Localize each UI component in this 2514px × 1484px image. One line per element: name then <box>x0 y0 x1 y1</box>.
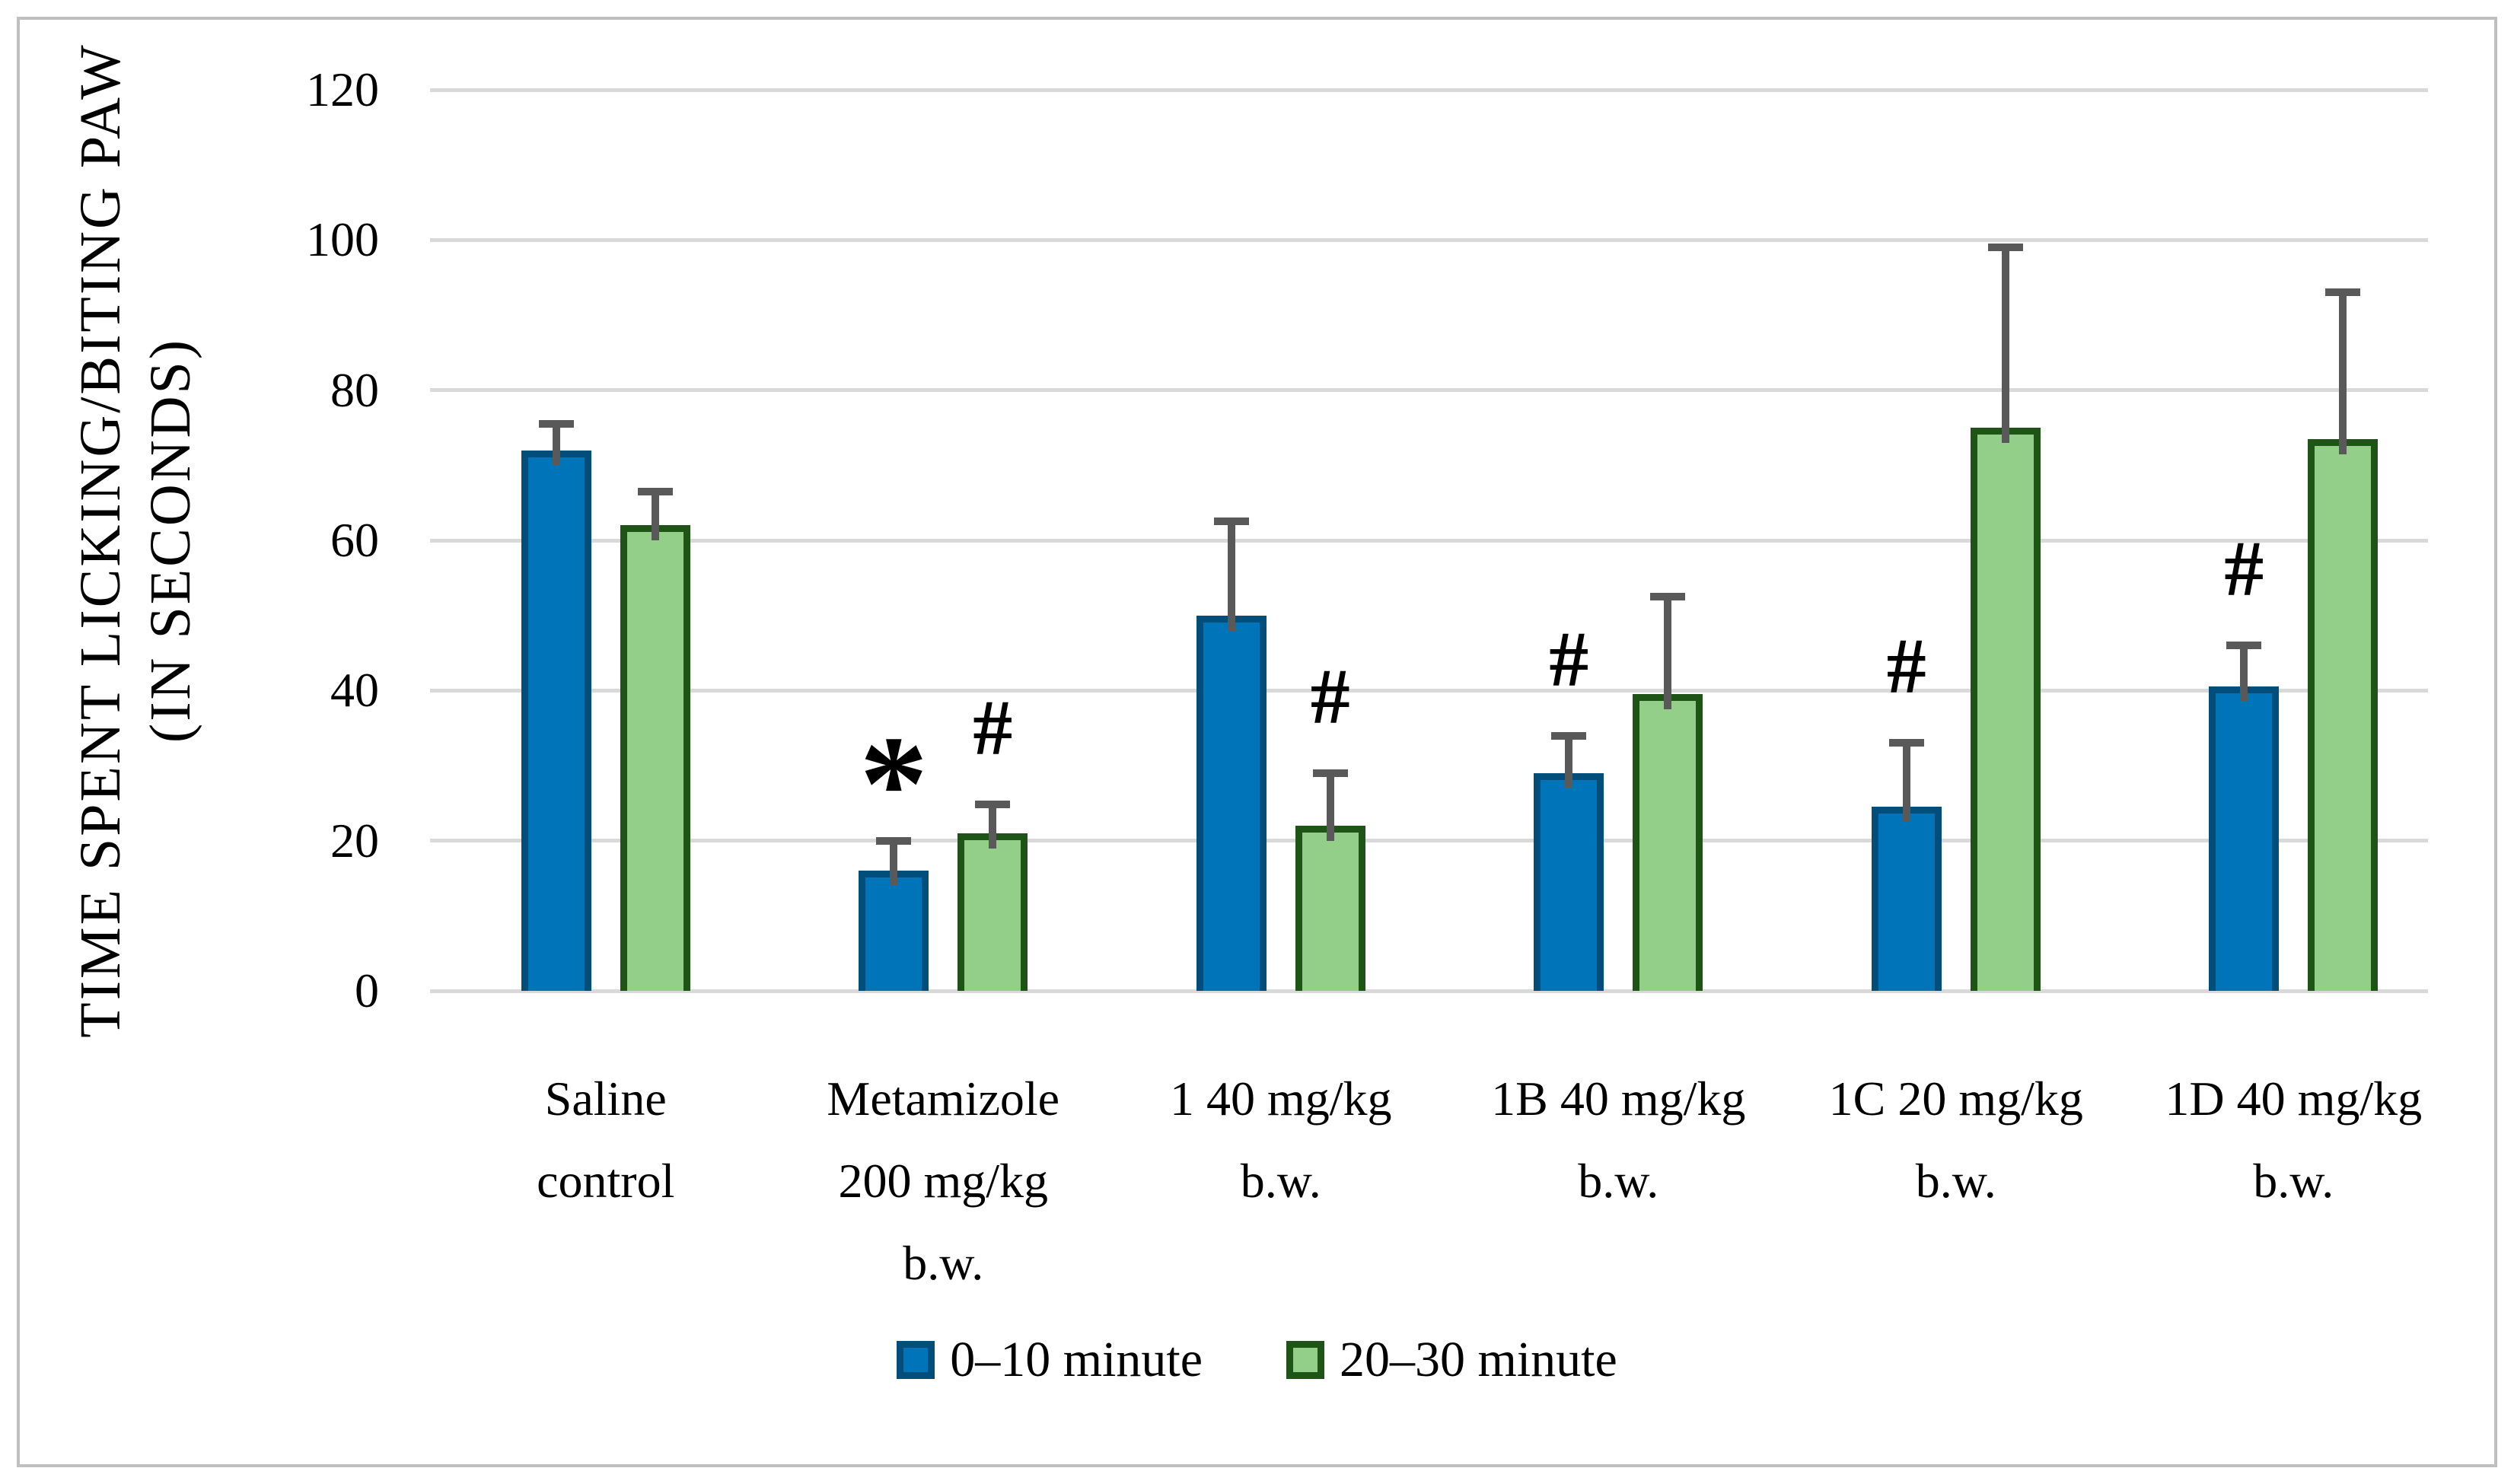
error-bar <box>651 487 659 541</box>
legend-swatch <box>1286 1341 1324 1379</box>
legend-label: 20–30 minute <box>1340 1332 1617 1387</box>
y-tick-label: 0 <box>355 963 379 1017</box>
gridline <box>430 237 2428 242</box>
gridline <box>430 688 2428 693</box>
error-bar <box>2240 642 2248 702</box>
bar <box>1970 428 2041 991</box>
bar <box>1871 807 1942 991</box>
error-bar <box>1227 517 1235 631</box>
gridline <box>430 839 2428 843</box>
significance-marker: # <box>1549 615 1589 703</box>
x-tick-label: 1D 40 mg/kg b.w. <box>2165 1072 2423 1208</box>
significance-marker: # <box>1310 652 1350 740</box>
error-bar-cap <box>1650 593 1686 601</box>
legend-item: 0–10 minute <box>897 1333 1203 1387</box>
error-bar-cap <box>1888 739 1924 747</box>
bar <box>2209 686 2280 991</box>
bar <box>521 450 591 991</box>
error-bar <box>2339 288 2347 454</box>
x-tick-label: Saline control <box>537 1072 675 1208</box>
significance-marker: # <box>2224 525 2264 613</box>
y-tick-label: 20 <box>330 813 379 868</box>
error-bar <box>989 801 997 849</box>
error-bar <box>552 420 560 466</box>
legend: 0–10 minute 20–30 minute <box>0 1333 2514 1387</box>
error-bar-cap <box>876 836 912 845</box>
significance-marker: * <box>859 707 929 859</box>
legend-item: 20–30 minute <box>1286 1333 1617 1387</box>
y-tick-label: 120 <box>306 62 379 116</box>
y-tick-label: 40 <box>330 663 379 718</box>
legend-swatch <box>897 1341 935 1379</box>
bar <box>2308 438 2379 991</box>
x-tick-label: 1 40 mg/kg b.w. <box>1169 1072 1392 1208</box>
error-bar <box>1326 769 1334 841</box>
gridline <box>430 388 2428 393</box>
y-tick-label: 80 <box>330 362 379 417</box>
bar <box>1196 615 1267 991</box>
error-bar <box>1664 593 1672 710</box>
error-bar <box>1565 731 1573 788</box>
error-bar-cap <box>2325 288 2361 297</box>
gridline <box>430 538 2428 543</box>
x-tick-label: 1C 20 mg/kg b.w. <box>1828 1072 2083 1208</box>
error-bar-cap <box>1213 517 1249 526</box>
significance-marker: # <box>973 684 1013 772</box>
gridline <box>430 88 2428 92</box>
y-tick-label: 100 <box>306 212 379 267</box>
gridline <box>430 989 2428 993</box>
error-bar <box>1902 739 1910 823</box>
error-bar-cap <box>1987 244 2023 252</box>
bar <box>1295 825 1365 991</box>
bar <box>620 525 690 991</box>
x-tick-label: Metamizole 200 mg/kg b.w. <box>827 1072 1060 1290</box>
error-bar-cap <box>1551 731 1587 740</box>
error-bar-cap <box>975 801 1011 809</box>
significance-marker: # <box>1886 623 1926 711</box>
y-axis-title-line1: TIME SPENT LICKING/BITING PAW <box>69 43 132 1038</box>
error-bar <box>2001 244 2009 443</box>
bar <box>859 871 929 991</box>
bar <box>957 833 1028 991</box>
legend-label: 0–10 minute <box>950 1332 1203 1387</box>
error-bar-cap <box>538 420 574 428</box>
error-bar-cap <box>637 487 673 495</box>
error-bar-cap <box>1312 769 1348 777</box>
x-tick-label: 1B 40 mg/kg b.w. <box>1491 1072 1746 1208</box>
error-bar <box>890 836 898 887</box>
y-tick-label: 60 <box>330 513 379 567</box>
bar <box>1633 694 1703 991</box>
bar <box>1534 772 1604 991</box>
error-bar-cap <box>2226 642 2262 650</box>
